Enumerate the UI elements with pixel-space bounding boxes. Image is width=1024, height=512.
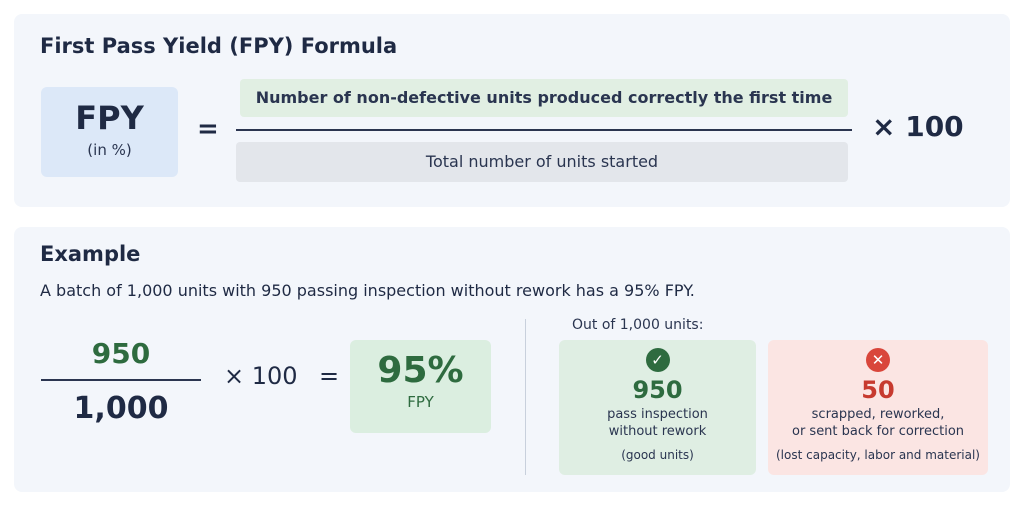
vertical-divider (525, 319, 526, 475)
example-denominator: 1,000 (73, 391, 169, 426)
result-box: 95% FPY (350, 340, 491, 433)
bad-units-count: 50 (861, 376, 895, 404)
example-description: A batch of 1,000 units with 950 passing … (40, 281, 695, 300)
good-units-line2: without rework (608, 424, 707, 439)
example-fraction-line (41, 379, 201, 381)
example-title: Example (40, 242, 141, 266)
good-units-note: (good units) (621, 448, 694, 462)
breakdown-title: Out of 1,000 units: (572, 317, 704, 333)
good-units-card: ✓ 950 pass inspection without rework (go… (559, 340, 756, 475)
formula-denominator: Total number of units started (236, 142, 848, 182)
formula-numerator: Number of non-defective units produced c… (240, 79, 848, 117)
x-circle-icon: ✕ (866, 348, 890, 372)
fpy-unit: (in %) (87, 141, 132, 159)
example-numerator: 950 (91, 337, 151, 370)
fpy-label: FPY (75, 99, 144, 137)
formula-equals: = (197, 114, 219, 144)
formula-panel: First Pass Yield (FPY) Formula FPY (in %… (14, 14, 1010, 207)
good-units-count: 950 (632, 376, 683, 404)
example-equals: = (319, 362, 340, 390)
bad-units-line2: or sent back for correction (791, 424, 965, 439)
example-panel: Example A batch of 1,000 units with 950 … (14, 227, 1010, 492)
good-units-line1: pass inspection (607, 407, 708, 422)
formula-title: First Pass Yield (FPY) Formula (40, 34, 398, 58)
fpy-label-box: FPY (in %) (41, 87, 178, 177)
result-label: FPY (407, 393, 434, 411)
example-multiplier: × 100 (224, 362, 298, 390)
bad-units-line1: scrapped, reworked, (811, 407, 945, 422)
bad-units-card: ✕ 50 scrapped, reworked, or sent back fo… (768, 340, 988, 475)
bad-units-note: (lost capacity, labor and material) (776, 448, 980, 462)
result-value: 95% (377, 350, 464, 391)
check-circle-icon: ✓ (645, 348, 670, 372)
formula-fraction-line (236, 129, 852, 131)
formula-multiplier: × 100 (872, 110, 964, 143)
